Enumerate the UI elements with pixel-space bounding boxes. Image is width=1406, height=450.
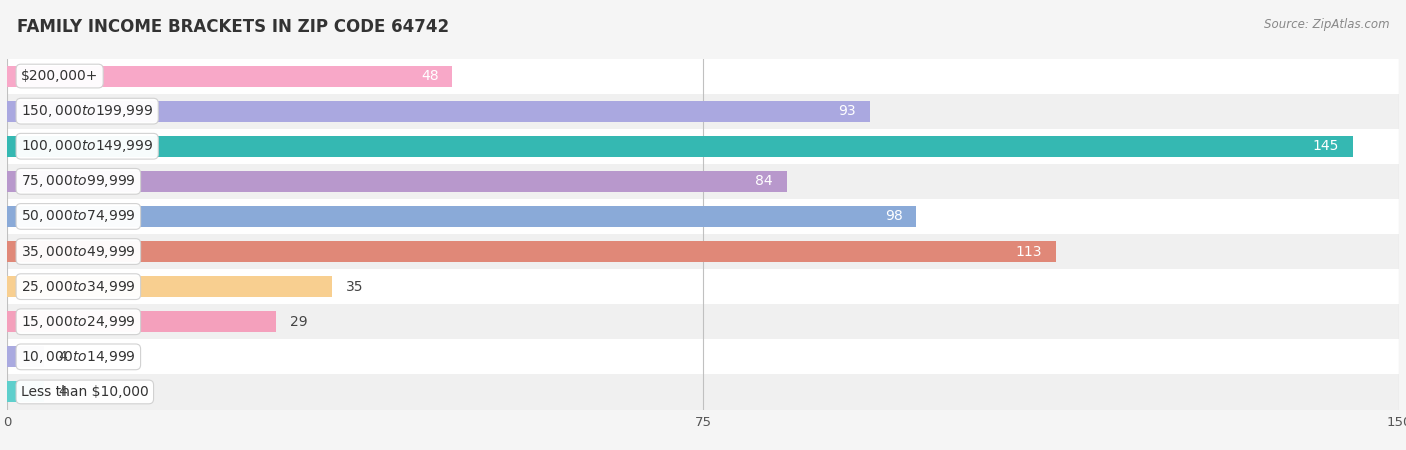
Bar xyxy=(7,136,1353,157)
Text: $10,000 to $14,999: $10,000 to $14,999 xyxy=(21,349,136,365)
Text: $100,000 to $149,999: $100,000 to $149,999 xyxy=(21,138,153,154)
Text: 145: 145 xyxy=(1312,139,1339,153)
Bar xyxy=(7,374,1399,410)
Bar xyxy=(7,276,332,297)
Text: 4: 4 xyxy=(58,350,67,364)
Text: 4: 4 xyxy=(58,385,67,399)
Bar xyxy=(7,304,1399,339)
Bar xyxy=(7,269,1399,304)
Text: 98: 98 xyxy=(884,209,903,224)
Text: $35,000 to $49,999: $35,000 to $49,999 xyxy=(21,243,136,260)
Text: FAMILY INCOME BRACKETS IN ZIP CODE 64742: FAMILY INCOME BRACKETS IN ZIP CODE 64742 xyxy=(17,18,449,36)
Text: Source: ZipAtlas.com: Source: ZipAtlas.com xyxy=(1264,18,1389,31)
Bar xyxy=(7,234,1399,269)
Bar xyxy=(7,58,1399,94)
Bar xyxy=(7,129,1399,164)
Text: 35: 35 xyxy=(346,279,363,294)
Text: $25,000 to $34,999: $25,000 to $34,999 xyxy=(21,279,136,295)
Bar xyxy=(7,339,1399,374)
Bar xyxy=(7,241,1056,262)
Bar xyxy=(7,101,870,122)
Text: Less than $10,000: Less than $10,000 xyxy=(21,385,149,399)
Text: 84: 84 xyxy=(755,174,773,189)
Bar xyxy=(7,94,1399,129)
Bar xyxy=(7,66,453,86)
Bar xyxy=(7,311,276,332)
Text: $15,000 to $24,999: $15,000 to $24,999 xyxy=(21,314,136,330)
Bar xyxy=(7,199,1399,234)
Bar xyxy=(7,346,44,367)
Text: $200,000+: $200,000+ xyxy=(21,69,98,83)
Text: 29: 29 xyxy=(290,315,308,329)
Text: $75,000 to $99,999: $75,000 to $99,999 xyxy=(21,173,136,189)
Text: $150,000 to $199,999: $150,000 to $199,999 xyxy=(21,103,153,119)
Bar xyxy=(7,171,786,192)
Bar xyxy=(7,164,1399,199)
Bar xyxy=(7,382,44,402)
Text: 48: 48 xyxy=(420,69,439,83)
Text: 113: 113 xyxy=(1015,244,1042,259)
Text: 93: 93 xyxy=(838,104,856,118)
Bar xyxy=(7,206,917,227)
Text: $50,000 to $74,999: $50,000 to $74,999 xyxy=(21,208,136,225)
